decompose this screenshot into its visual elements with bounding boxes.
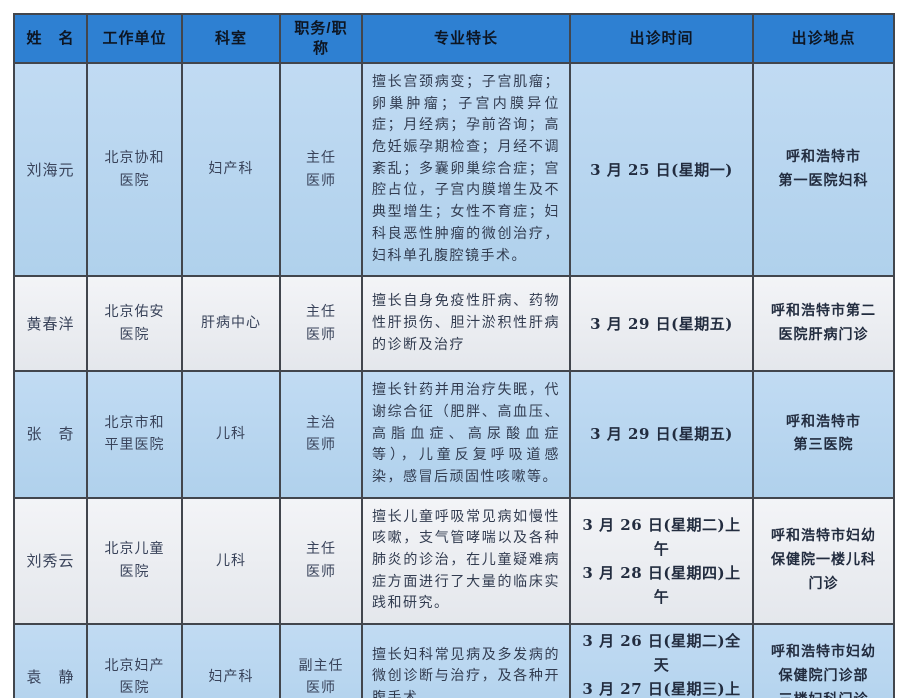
visit-time: 3 月 29 日(星期五): [569, 275, 754, 373]
department: 妇产科: [181, 61, 281, 278]
job-title: 副主任 医师: [279, 623, 363, 698]
specialty: 擅长宫颈病变；子宫肌瘤；卵巢肿瘤；子宫内膜异位症；月经病；孕前咨询；高危妊娠孕期…: [361, 61, 571, 278]
specialty: 擅长儿童呼吸常见病如慢性咳嗽，支气管哮喘以及各种肺炎的诊治，在儿童疑难病症方面进…: [361, 496, 571, 626]
specialty: 擅长自身免疫性肝病、药物性肝损伤、胆汁淤积性肝病的诊断及治疗: [361, 275, 571, 373]
header-specialty: 专业特长: [361, 13, 571, 64]
visit-time: 3 月 29 日(星期五): [569, 370, 754, 499]
work-unit: 北京妇产 医院: [86, 623, 183, 698]
department: 妇产科: [181, 623, 281, 698]
department: 儿科: [181, 496, 281, 626]
department: 肝病中心: [181, 275, 281, 373]
visit-time: 3 月 26 日(星期二)全天 3 月 27 日(星期三)上午: [569, 623, 754, 698]
doctor-name: 张 奇: [13, 370, 88, 499]
header-row: 姓 名 工作单位 科室 职务/职 称 专业特长 出诊时间 出诊地点: [13, 13, 895, 64]
header-visit-location: 出诊地点: [752, 13, 895, 64]
table-row: 刘海元 北京协和 医院 妇产科 主任 医师 擅长宫颈病变；子宫肌瘤；卵巢肿瘤；子…: [13, 61, 895, 278]
work-unit: 北京佑安 医院: [86, 275, 183, 373]
visit-time: 3 月 25 日(星期一): [569, 61, 754, 278]
job-title: 主任 医师: [279, 275, 363, 373]
visit-location: 呼和浩特市 第一医院妇科: [752, 61, 895, 278]
header-name: 姓 名: [13, 13, 88, 64]
doctor-name: 刘秀云: [13, 496, 88, 626]
header-department: 科室: [181, 13, 281, 64]
header-work-unit: 工作单位: [86, 13, 183, 64]
work-unit: 北京儿童 医院: [86, 496, 183, 626]
doctor-name: 刘海元: [13, 61, 88, 278]
visit-location: 呼和浩特市妇幼 保健院一楼儿科 门诊: [752, 496, 895, 626]
visit-time: 3 月 26 日(星期二)上午 3 月 28 日(星期四)上午: [569, 496, 754, 626]
doctor-name: 袁 静: [13, 623, 88, 698]
specialty: 擅长针药并用治疗失眠，代谢综合征（肥胖、高血压、高脂血症、高尿酸血症等），儿童反…: [361, 370, 571, 499]
visit-location: 呼和浩特市妇幼 保健院门诊部 三楼妇科门诊: [752, 623, 895, 698]
job-title: 主任 医师: [279, 61, 363, 278]
job-title: 主任 医师: [279, 496, 363, 626]
doctor-schedule-table: 姓 名 工作单位 科室 职务/职 称 专业特长 出诊时间 出诊地点 刘海元 北京…: [13, 13, 895, 698]
specialty: 擅长妇科常见病及多发病的微创诊断与治疗，及各种开腹手术。: [361, 623, 571, 698]
table-row: 袁 静 北京妇产 医院 妇产科 副主任 医师 擅长妇科常见病及多发病的微创诊断与…: [13, 623, 895, 698]
job-title: 主治 医师: [279, 370, 363, 499]
visit-location: 呼和浩特市 第三医院: [752, 370, 895, 499]
table-row: 刘秀云 北京儿童 医院 儿科 主任 医师 擅长儿童呼吸常见病如慢性咳嗽，支气管哮…: [13, 496, 895, 626]
table-row: 张 奇 北京市和 平里医院 儿科 主治 医师 擅长针药并用治疗失眠，代谢综合征（…: [13, 370, 895, 499]
department: 儿科: [181, 370, 281, 499]
work-unit: 北京市和 平里医院: [86, 370, 183, 499]
table-row: 黄春洋 北京佑安 医院 肝病中心 主任 医师 擅长自身免疫性肝病、药物性肝损伤、…: [13, 275, 895, 373]
doctor-name: 黄春洋: [13, 275, 88, 373]
header-visit-time: 出诊时间: [569, 13, 754, 64]
header-job-title: 职务/职 称: [279, 13, 363, 64]
visit-location: 呼和浩特市第二 医院肝病门诊: [752, 275, 895, 373]
work-unit: 北京协和 医院: [86, 61, 183, 278]
